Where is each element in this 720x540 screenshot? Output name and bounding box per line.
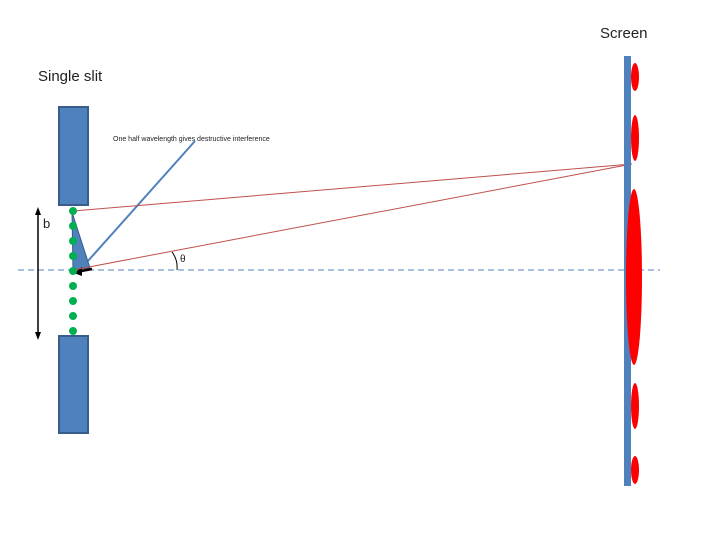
angle-arc <box>171 251 178 271</box>
wavelet-source-dot <box>69 327 77 335</box>
slit-barrier-top <box>58 106 89 206</box>
wavelet-source-dot <box>69 297 77 305</box>
annotation-label: One half wavelength gives destructive in… <box>113 136 270 143</box>
slit-width-arrow-head-top <box>35 207 41 215</box>
screen-label: Screen <box>600 25 648 42</box>
wavelet-source-dot <box>69 252 77 260</box>
fringe-2 <box>631 115 639 161</box>
wavelet-source-dot <box>69 222 77 230</box>
wavelet-source-dot <box>69 312 77 320</box>
ray-middle <box>72 163 633 271</box>
slit-barrier-bottom <box>58 335 89 434</box>
slit-width-label: b <box>43 216 50 231</box>
fringe-1 <box>631 63 639 91</box>
wavelet-source-dot <box>69 207 77 215</box>
angle-label: θ <box>180 254 186 265</box>
fringe-central <box>626 189 642 365</box>
wavelet-source-dot <box>69 267 77 275</box>
slit-width-arrow-head-bottom <box>35 332 41 340</box>
single-slit-label: Single slit <box>38 68 103 85</box>
wavelet-sources <box>69 207 77 335</box>
fringe-4 <box>631 383 639 429</box>
ray-top <box>72 163 633 212</box>
wavelet-source-dot <box>69 282 77 290</box>
wavelet-source-dot <box>69 237 77 245</box>
fringe-5 <box>631 456 639 484</box>
path-difference-marker-head <box>74 267 82 276</box>
